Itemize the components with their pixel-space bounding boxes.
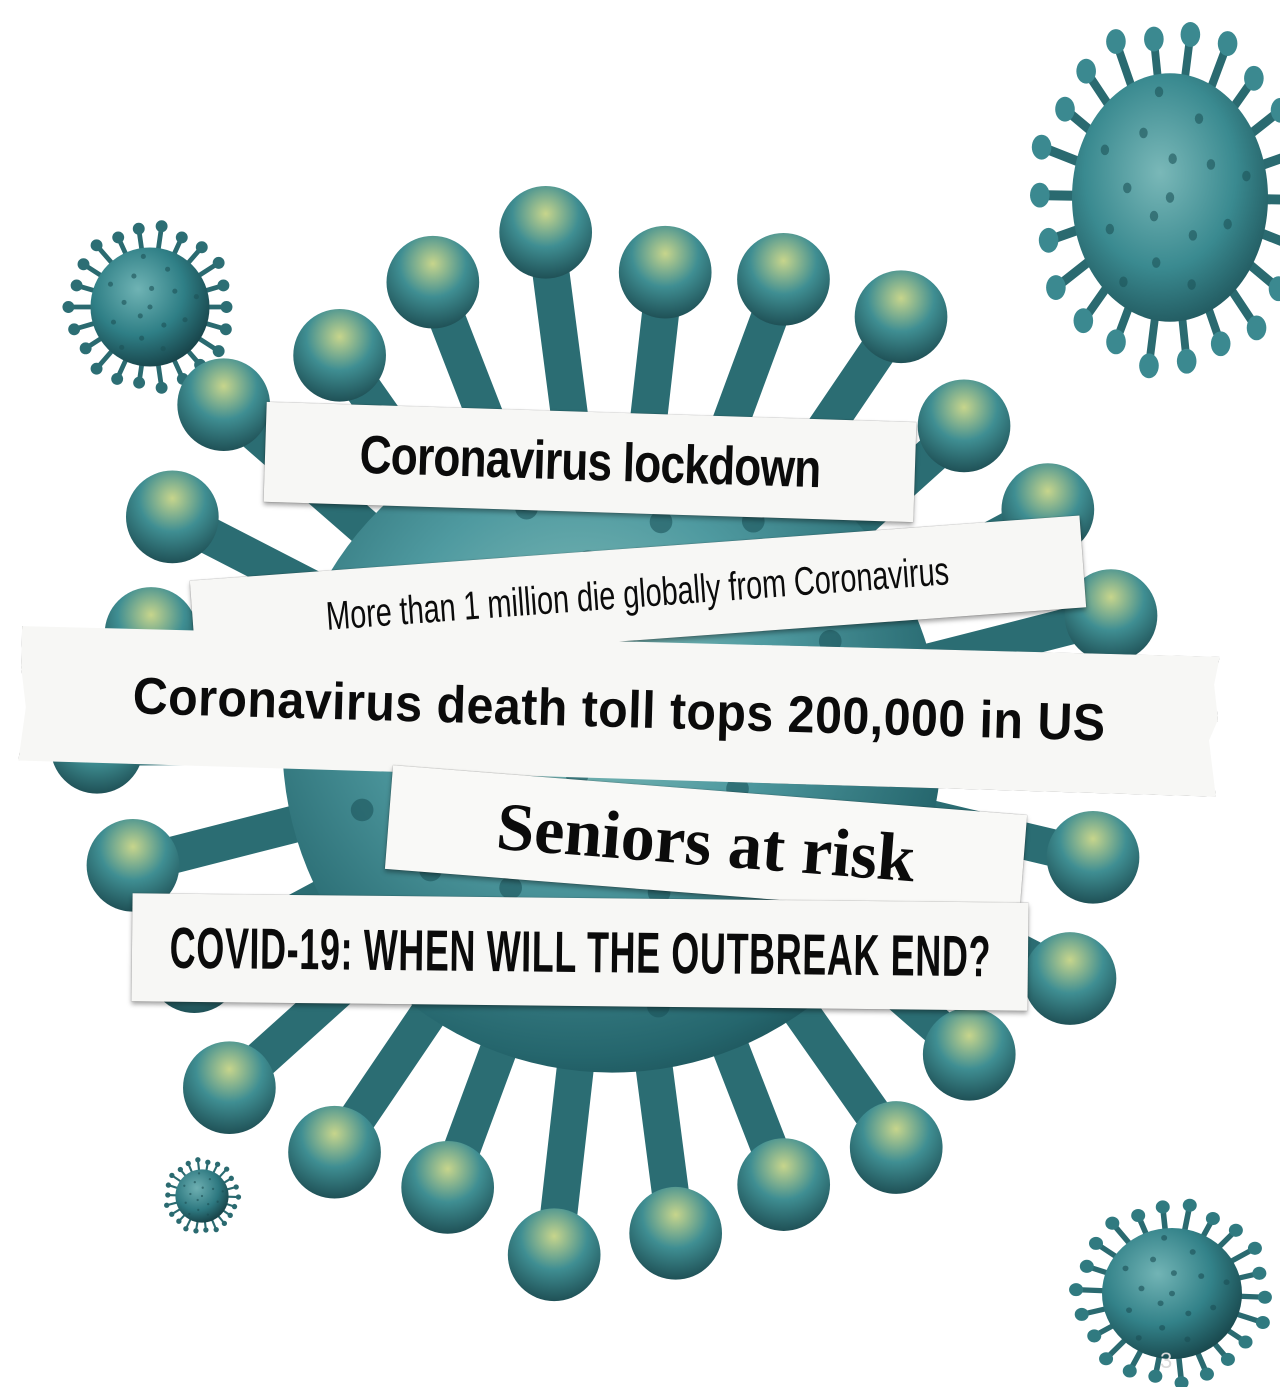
large-virus-corner-icon bbox=[1030, 20, 1280, 379]
headline-text: Coronavirus death toll tops 200,000 in U… bbox=[131, 667, 1107, 753]
medium-virus-icon bbox=[1069, 1198, 1272, 1387]
headline-text: Coronavirus lockdown bbox=[358, 424, 822, 500]
virus-particle-icon bbox=[1030, 22, 1280, 379]
virus-particle-icon bbox=[1069, 1198, 1272, 1387]
page-number: 3 bbox=[1160, 1348, 1173, 1373]
virus-particle-icon bbox=[62, 220, 233, 394]
headline-text: Seniors at risk bbox=[494, 787, 919, 896]
tiny-virus-icon bbox=[162, 1157, 242, 1234]
headline-strip: Coronavirus lockdown bbox=[263, 401, 917, 523]
headline-strip: COVID-19: WHEN WILL THE OUTBREAK END? bbox=[131, 893, 1029, 1011]
headline-text: COVID-19: WHEN WILL THE OUTBREAK END? bbox=[168, 915, 992, 989]
virus-particle-icon bbox=[164, 1157, 242, 1234]
small-virus-icon bbox=[60, 220, 240, 394]
